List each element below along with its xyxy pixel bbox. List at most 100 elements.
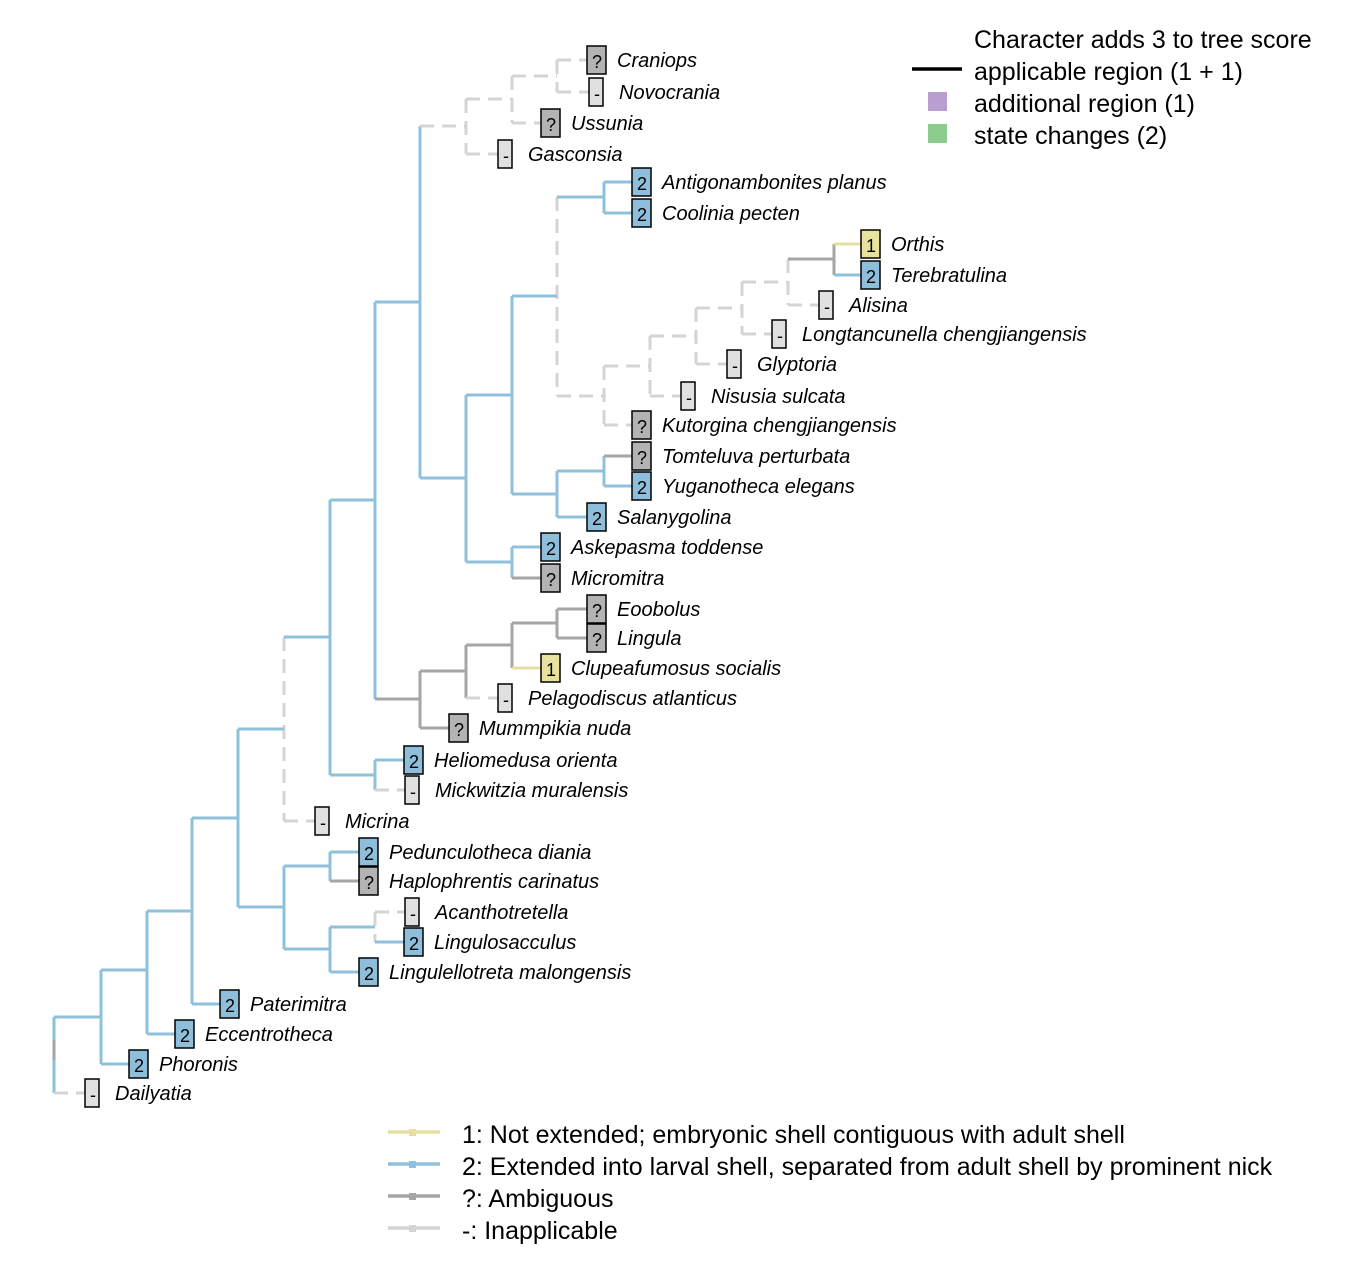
tip-state-box (174, 1019, 195, 1049)
tip-label: Micromitra (571, 568, 664, 590)
tip-state-symbol: 2 (409, 934, 419, 954)
tip-lingula: ? Lingula (586, 623, 682, 653)
tip-state-symbol: - (90, 1085, 96, 1105)
tip-label: Heliomedusa orienta (434, 750, 617, 772)
tip-terebratulina: 2 Terebratulina (860, 260, 1007, 290)
state-changes-label: state changes (2) (974, 122, 1167, 150)
tip-state-symbol: - (320, 813, 326, 833)
tip-state-box (631, 167, 652, 197)
tip-state-box (631, 410, 652, 440)
tip-state-symbol: - (410, 904, 416, 924)
tip-gasconsia: - Gasconsia (497, 139, 623, 169)
tip-askepasma-toddense: 2 Askepasma toddense (540, 532, 763, 562)
tip-label: Lingulellotreta malongensis (389, 962, 631, 984)
tip-state-box (860, 229, 881, 259)
tip-state-symbol: 2 (637, 478, 647, 498)
tip-state-box (680, 381, 696, 411)
tip-state-box (403, 745, 424, 775)
tip-acanthotretella: - Acanthotretella (404, 897, 568, 927)
tip-label: Gasconsia (528, 144, 623, 166)
state-legend-item-1: 1: Not extended; embryonic shell contigu… (388, 1121, 1125, 1149)
tip-state-box (497, 139, 513, 169)
tip-state-box (631, 441, 652, 471)
tip-pelagodiscus-atlanticus: - Pelagodiscus atlanticus (497, 683, 737, 713)
tip-state-symbol: ? (592, 601, 602, 621)
tip-state-box (404, 897, 420, 927)
tip-state-symbol: 2 (180, 1026, 190, 1046)
tip-state-box (860, 260, 881, 290)
state-legend-item-2: 2: Extended into larval shell, separated… (388, 1153, 1273, 1181)
applicable-region-label: applicable region (1 + 1) (974, 58, 1243, 86)
tip-label: Longtancunella chengjiangensis (802, 324, 1087, 346)
tip-label: Craniops (617, 50, 697, 72)
tip-label: Acanthotretella (434, 902, 568, 924)
tip-pedunculotheca-diania: 2 Pedunculotheca diania (358, 837, 591, 867)
tip-state-box (219, 989, 240, 1019)
tip-craniops: ? Craniops (586, 45, 697, 75)
tip-lingulosacculus: 2 Lingulosacculus (403, 927, 576, 957)
additional-region-swatch (928, 92, 947, 111)
tip-state-symbol: 2 (546, 539, 556, 559)
tip-state-symbol: - (410, 782, 416, 802)
tip-salanygolina: 2 Salanygolina (586, 502, 732, 532)
tip-state-box (314, 806, 330, 836)
tip-coolinia-pecten: 2 Coolinia pecten (631, 198, 800, 228)
tree-branches (52, 58, 870, 1095)
tip-paterimitra: 2 Paterimitra (219, 989, 347, 1019)
tip-label: Novocrania (619, 82, 720, 104)
tip-state-symbol: - (594, 84, 600, 104)
tip-label: Lingulosacculus (434, 932, 576, 954)
state-legend-label-2: 2: Extended into larval shell, separated… (462, 1153, 1273, 1181)
tip-dailyatia: - Dailyatia (84, 1078, 192, 1108)
tip-state-symbol: 2 (637, 174, 647, 194)
tip-state-symbol: - (503, 146, 509, 166)
tip-longtancunella-chengjiangensis: - Longtancunella chengjiangensis (771, 319, 1087, 349)
tip-state-box (540, 108, 561, 138)
tip-state-box (540, 563, 561, 593)
tip-label: Paterimitra (250, 994, 347, 1016)
state-legend-label-inapplicable: -: Inapplicable (462, 1217, 618, 1245)
tip-state-box (358, 837, 379, 867)
tip-label: Pelagodiscus atlanticus (528, 688, 737, 710)
tip-clupeafumosus-socialis: 1 Clupeafumosus socialis (540, 653, 781, 683)
tip-state-box (586, 594, 607, 624)
tip-state-box (818, 290, 834, 320)
tip-kutorgina-chengjiangensis: ? Kutorgina chengjiangensis (631, 410, 897, 440)
tip-state-symbol: 2 (637, 205, 647, 225)
tip-state-box (497, 683, 513, 713)
tip-nisusia-sulcata: - Nisusia sulcata (680, 381, 846, 411)
tip-mickwitzia-muralensis: - Mickwitzia muralensis (404, 775, 628, 805)
tip-label: Glyptoria (757, 354, 837, 376)
tip-state-symbol: ? (592, 630, 602, 650)
tip-state-symbol: 2 (364, 844, 374, 864)
tip-state-symbol: 2 (592, 509, 602, 529)
state-legend: 1: Not extended; embryonic shell contigu… (388, 1121, 1273, 1245)
tip-novocrania: - Novocrania (588, 77, 720, 107)
tip-label: Kutorgina chengjiangensis (662, 415, 897, 437)
tip-micrina: - Micrina (314, 806, 409, 836)
tip-state-symbol: ? (364, 873, 374, 893)
tip-state-symbol: ? (546, 115, 556, 135)
tip-state-symbol: 2 (225, 996, 235, 1016)
tip-state-symbol: ? (592, 52, 602, 72)
tip-state-box (586, 45, 607, 75)
tip-label: Orthis (891, 234, 944, 256)
tip-state-box (631, 198, 652, 228)
tip-state-box (771, 319, 787, 349)
tip-state-symbol: - (686, 388, 692, 408)
tip-label: Eoobolus (617, 599, 700, 621)
tip-orthis: 1 Orthis (860, 229, 944, 259)
tip-ussunia: ? Ussunia (540, 108, 643, 138)
tip-state-box (84, 1078, 100, 1108)
tip-label: Terebratulina (891, 265, 1007, 287)
tip-label: Lingula (617, 628, 682, 650)
tip-micromitra: ? Micromitra (540, 563, 664, 593)
tip-mummpikia-nuda: ? Mummpikia nuda (448, 713, 631, 743)
tip-state-symbol: 2 (866, 267, 876, 287)
tip-state-box (448, 713, 469, 743)
state-legend-item-ambiguous: ?: Ambiguous (388, 1185, 614, 1213)
tip-eccentrotheca: 2 Eccentrotheca (174, 1019, 333, 1049)
tip-state-symbol: ? (637, 448, 647, 468)
